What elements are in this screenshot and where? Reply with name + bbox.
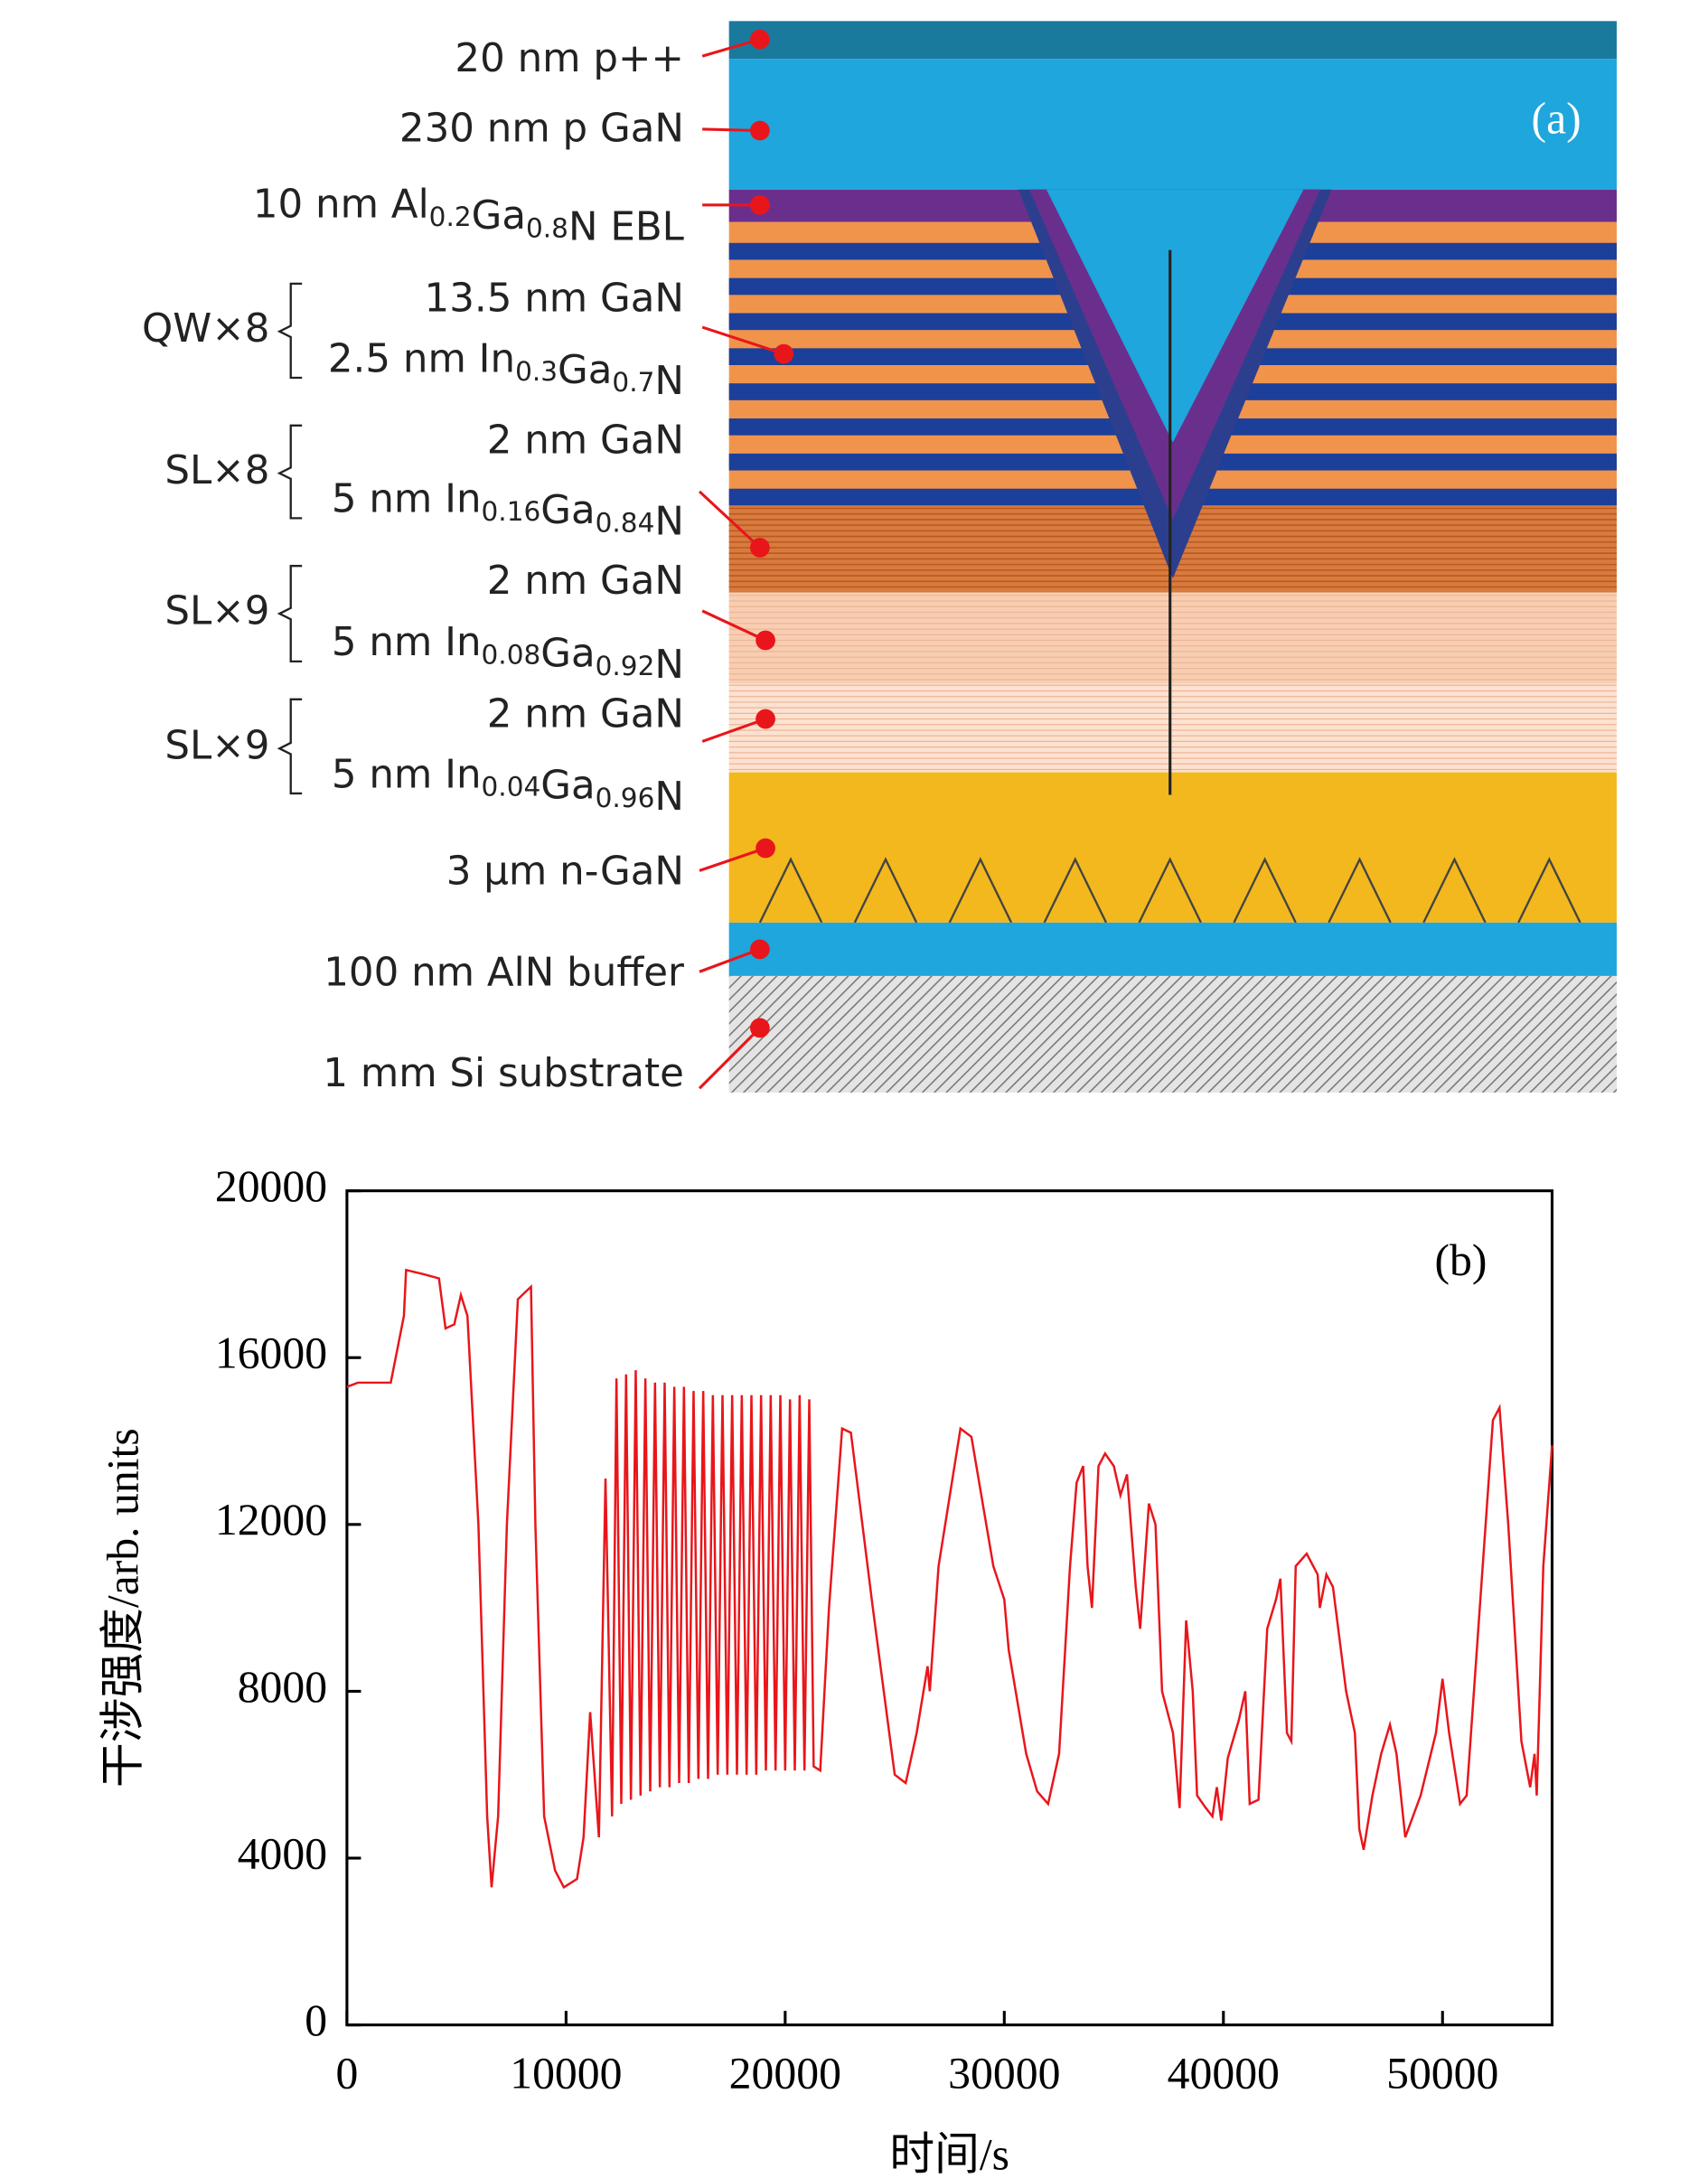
leader-dot: [749, 538, 770, 558]
leader-dot: [749, 1018, 770, 1038]
layer-label: 1 mm Si substrate: [323, 1051, 684, 1096]
x-tick-label: 20000: [729, 2049, 841, 2098]
layer-label: 2.5 nm In0.3Ga0.7N: [328, 336, 684, 404]
x-tick-label: 0: [335, 2049, 358, 2098]
y-tick-label: 8000: [238, 1662, 327, 1712]
y-tick-label: 20000: [215, 1161, 327, 1211]
leader-line: [699, 947, 761, 973]
leader-dot: [749, 939, 770, 960]
layer-label: 100 nm AlN buffer: [324, 950, 684, 995]
y-tick-label: 12000: [215, 1495, 327, 1544]
layer-label: 13.5 nm GaN: [425, 276, 684, 321]
leader-line: [698, 490, 761, 549]
layer-label: 5 nm In0.04Ga0.96N: [332, 752, 684, 820]
group-label: SL×9: [164, 724, 269, 769]
x-tick-label: 50000: [1386, 2049, 1498, 2098]
leader-dot: [749, 194, 770, 215]
layer-label: 5 nm In0.08Ga0.92N: [332, 620, 684, 688]
leader-line: [701, 325, 784, 356]
panel-label: (a): [1532, 94, 1581, 144]
layer-stack: [728, 21, 1617, 1093]
y-tick-label: 16000: [215, 1328, 327, 1378]
layer-label: 2 nm GaN: [487, 558, 684, 603]
leader-dot: [749, 120, 770, 141]
plot-frame: [345, 1189, 1554, 2027]
leader-line: [701, 718, 766, 743]
layer-label: 3 μm n-GaN: [446, 849, 684, 894]
y-axis-label: 干涉强度/arb. units: [98, 1428, 147, 1788]
layer-label: 230 nm p GaN: [399, 106, 684, 151]
leader-line: [701, 38, 761, 58]
panel-label: (b): [1434, 1235, 1487, 1285]
leader-line: [701, 609, 766, 642]
leader-dot: [755, 630, 775, 651]
brace: [277, 698, 303, 795]
x-tick-label: 40000: [1168, 2049, 1280, 2098]
brace: [277, 565, 303, 663]
layer-label: 10 nm Al0.2Ga0.8N EBL: [253, 182, 684, 249]
leader-line: [699, 847, 766, 872]
layer-label: 2 nm GaN: [487, 418, 684, 463]
leader-line: [698, 1027, 761, 1090]
y-tick-label: 4000: [238, 1828, 327, 1878]
group-label: SL×9: [164, 589, 269, 634]
leader-dot: [774, 343, 794, 364]
brace: [277, 424, 303, 520]
group-label: QW×8: [142, 306, 269, 352]
layer-label: 20 nm p++: [455, 35, 684, 80]
x-tick-label: 10000: [510, 2049, 622, 2098]
y-tick-label: 0: [305, 1995, 327, 2045]
layer-label: 5 nm In0.16Ga0.84N: [332, 476, 684, 544]
group-label: SL×8: [164, 448, 269, 493]
x-axis-label: 时间/s: [889, 2130, 1009, 2178]
layer-label: 2 nm GaN: [487, 691, 684, 737]
data-line: [346, 1268, 1553, 1890]
leader-dot: [755, 838, 775, 859]
brace: [277, 282, 303, 380]
leader-dot: [755, 709, 775, 729]
x-tick-label: 30000: [948, 2049, 1060, 2098]
leader-dot: [749, 29, 770, 50]
